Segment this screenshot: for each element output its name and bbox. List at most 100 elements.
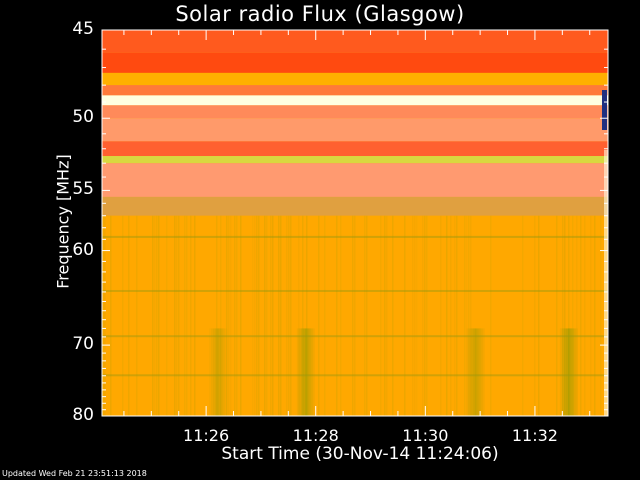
frequency-band <box>102 118 608 142</box>
radio-burst <box>472 328 475 416</box>
noise-streak <box>564 215 566 416</box>
noise-streak <box>122 215 124 416</box>
frequency-band <box>102 85 608 96</box>
y-tick-label: 80 <box>72 405 94 425</box>
y-tick-label: 45 <box>72 19 94 39</box>
radio-burst <box>575 328 578 416</box>
noise-streak <box>456 215 458 416</box>
noise-streak <box>154 215 156 416</box>
noise-streak <box>556 215 558 416</box>
frequency-band <box>102 72 608 86</box>
noise-streak <box>568 215 570 416</box>
radio-burst <box>569 328 572 416</box>
radio-burst <box>217 328 220 416</box>
noise-streak <box>446 215 448 416</box>
radio-burst <box>567 328 570 416</box>
noise-streak <box>158 215 160 416</box>
noise-streak <box>426 215 428 416</box>
update-timestamp: Updated Wed Feb 21 23:51:13 2018 <box>2 469 147 478</box>
radio-burst <box>219 328 222 416</box>
radio-burst <box>559 328 562 416</box>
noise-streak <box>128 215 130 416</box>
plot-frame <box>101 29 609 417</box>
noise-streak <box>414 215 416 416</box>
radio-burst <box>306 328 309 416</box>
x-tick-label: 11:30 <box>402 426 449 445</box>
noise-streak <box>252 215 254 416</box>
noise-streak <box>392 215 394 416</box>
radio-burst <box>209 328 212 416</box>
radio-burst <box>470 328 473 416</box>
radio-burst <box>478 328 481 416</box>
noise-streak <box>534 215 536 416</box>
noise-streak <box>228 215 230 416</box>
noise-streak <box>220 215 222 416</box>
noise-streak <box>186 215 188 416</box>
y-tick-label: 55 <box>72 179 94 200</box>
noise-streak <box>110 215 112 416</box>
noise-streak <box>364 215 366 416</box>
noise-streak <box>194 215 196 416</box>
radio-burst <box>571 328 574 416</box>
noise-streak <box>416 215 418 416</box>
noise-streak <box>266 215 268 416</box>
noise-streak <box>380 215 382 416</box>
noise-streak <box>576 215 578 416</box>
noise-streak <box>216 215 218 416</box>
edge-artifact <box>604 150 608 416</box>
radio-burst <box>474 328 477 416</box>
radio-burst <box>466 328 469 416</box>
radio-burst <box>480 328 483 416</box>
noise-streak <box>352 215 354 416</box>
frequency-band <box>102 105 608 119</box>
interference-line <box>102 335 608 338</box>
noise-streak <box>440 215 442 416</box>
noise-streak <box>386 215 388 416</box>
noise-streak <box>412 215 414 416</box>
noise-streak <box>572 215 574 416</box>
noise-streak <box>166 215 168 416</box>
frequency-band <box>102 30 608 53</box>
noise-streak <box>450 215 452 416</box>
noise-streak <box>184 215 186 416</box>
noise-streak <box>562 215 564 416</box>
noise-streak <box>272 215 274 416</box>
noise-streak <box>522 215 524 416</box>
radio-burst <box>468 328 471 416</box>
frequency-band <box>102 141 608 157</box>
frequency-band <box>102 52 608 73</box>
interference-line <box>102 374 608 377</box>
radio-burst <box>223 328 226 416</box>
noise-streak <box>580 215 582 416</box>
radio-burst <box>482 328 485 416</box>
radio-burst <box>300 328 303 416</box>
noise-streak <box>256 215 258 416</box>
interference-line <box>102 289 608 292</box>
noise-streak <box>174 215 176 416</box>
radio-burst <box>296 328 299 416</box>
noise-streak <box>424 215 426 416</box>
frequency-band <box>102 156 608 164</box>
x-tick-label: 11:32 <box>511 426 558 445</box>
noise-streak <box>584 215 586 416</box>
noise-streak <box>280 215 282 416</box>
radio-burst <box>302 328 305 416</box>
noise-streak <box>324 215 326 416</box>
noise-streak <box>306 215 308 416</box>
noise-streak <box>318 215 320 416</box>
noise-streak <box>190 215 192 416</box>
noise-streak <box>178 215 180 416</box>
noise-streak <box>468 215 470 416</box>
noise-streak <box>264 215 266 416</box>
y-tick-label: 70 <box>72 334 94 355</box>
radio-burst <box>215 328 218 416</box>
noise-streak <box>176 215 178 416</box>
radio-burst <box>211 328 214 416</box>
noise-streak <box>230 215 232 416</box>
frequency-band <box>102 163 608 197</box>
frequency-band <box>102 215 608 416</box>
noise-streak <box>490 215 492 416</box>
radio-burst <box>561 328 564 416</box>
noise-streak <box>600 215 602 416</box>
